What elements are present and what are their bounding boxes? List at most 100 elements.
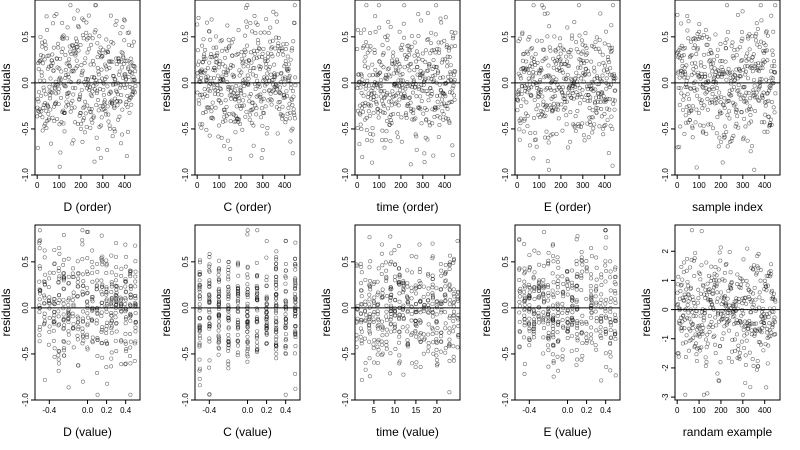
- residual-point: [680, 58, 685, 63]
- residual-point: [375, 73, 380, 78]
- residual-point: [522, 118, 527, 123]
- residual-point: [527, 321, 532, 326]
- x-tick-label: 300: [416, 181, 430, 190]
- residual-point: [87, 106, 92, 111]
- residual-point: [538, 87, 543, 92]
- residual-point: [253, 87, 258, 92]
- residual-point: [112, 127, 117, 132]
- residual-point: [56, 323, 61, 328]
- y-tick-label: -0.5: [501, 122, 510, 136]
- residual-point: [527, 290, 532, 295]
- residual-point: [403, 95, 408, 100]
- residual-point: [62, 110, 67, 115]
- residual-point: [528, 47, 533, 52]
- residual-point: [757, 45, 762, 50]
- residual-point: [579, 250, 584, 255]
- residual-point: [254, 336, 259, 341]
- residual-point: [35, 114, 40, 119]
- residual-point: [225, 80, 230, 85]
- residual-point: [207, 133, 212, 138]
- residual-point: [128, 274, 133, 279]
- residual-point: [219, 100, 224, 105]
- residual-point: [607, 72, 612, 77]
- residual-point: [701, 86, 706, 91]
- residual-point: [396, 266, 401, 271]
- residual-point: [273, 292, 278, 297]
- residual-point: [247, 112, 252, 117]
- residual-point: [733, 348, 738, 353]
- residual-point: [216, 258, 221, 263]
- residual-point: [416, 12, 421, 17]
- residual-point: [697, 29, 702, 34]
- residual-point: [692, 256, 697, 261]
- residual-point: [229, 96, 234, 101]
- residual-point: [371, 132, 376, 137]
- residual-point: [123, 85, 128, 90]
- residual-point: [584, 46, 589, 51]
- residual-point: [197, 282, 202, 287]
- residual-point: [561, 325, 566, 330]
- residual-point: [91, 115, 96, 120]
- residual-point: [379, 271, 384, 276]
- residual-point: [565, 321, 570, 326]
- y-axis-title: residuals: [479, 63, 493, 111]
- residual-point: [394, 68, 399, 73]
- residual-point: [46, 342, 51, 347]
- residual-point: [128, 292, 133, 297]
- y-axis-title: residuals: [319, 288, 333, 336]
- residual-point: [438, 262, 443, 267]
- residual-point: [109, 270, 114, 275]
- residual-point: [85, 311, 90, 316]
- residual-point: [226, 289, 231, 294]
- residual-point: [128, 56, 133, 61]
- residual-point: [292, 351, 297, 356]
- residual-point: [730, 136, 735, 141]
- residual-point: [284, 117, 289, 122]
- residual-point: [551, 326, 556, 331]
- residual-point: [766, 315, 771, 320]
- residual-point: [292, 3, 297, 8]
- residual-point: [742, 324, 747, 329]
- residual-point: [397, 97, 402, 102]
- residual-point: [127, 302, 132, 307]
- residual-point: [196, 15, 201, 20]
- residual-point: [421, 284, 426, 289]
- residual-point: [726, 319, 731, 324]
- residual-point: [109, 302, 114, 307]
- residual-point: [677, 296, 682, 301]
- residual-point: [207, 358, 212, 363]
- residual-point: [105, 320, 110, 325]
- residual-point: [52, 262, 57, 267]
- residual-point: [109, 300, 114, 305]
- residual-point: [375, 279, 380, 284]
- residual-point: [582, 61, 587, 66]
- residual-point: [437, 122, 442, 127]
- residual-point: [277, 107, 282, 112]
- residual-point: [50, 90, 55, 95]
- residual-point: [520, 30, 525, 35]
- residual-point: [95, 337, 100, 342]
- residual-point: [516, 98, 521, 103]
- residual-point: [201, 111, 206, 116]
- residual-point: [563, 105, 568, 110]
- residual-point: [430, 301, 435, 306]
- residual-point: [392, 278, 397, 283]
- residual-point: [119, 362, 124, 367]
- residual-point: [106, 112, 111, 117]
- x-tick-label: 0.4: [120, 406, 132, 415]
- residual-point: [522, 51, 527, 56]
- residual-point: [613, 373, 618, 378]
- residual-point: [211, 116, 216, 121]
- residual-point: [81, 309, 86, 314]
- residual-point: [681, 53, 686, 58]
- residual-point: [361, 93, 366, 98]
- residual-point: [519, 104, 524, 109]
- residual-point: [722, 106, 727, 111]
- residual-point: [696, 111, 701, 116]
- residual-point: [381, 104, 386, 109]
- residual-point: [422, 151, 427, 156]
- residual-point: [425, 298, 430, 303]
- residual-point: [758, 268, 763, 273]
- residual-point: [123, 331, 128, 336]
- residual-point: [700, 81, 705, 86]
